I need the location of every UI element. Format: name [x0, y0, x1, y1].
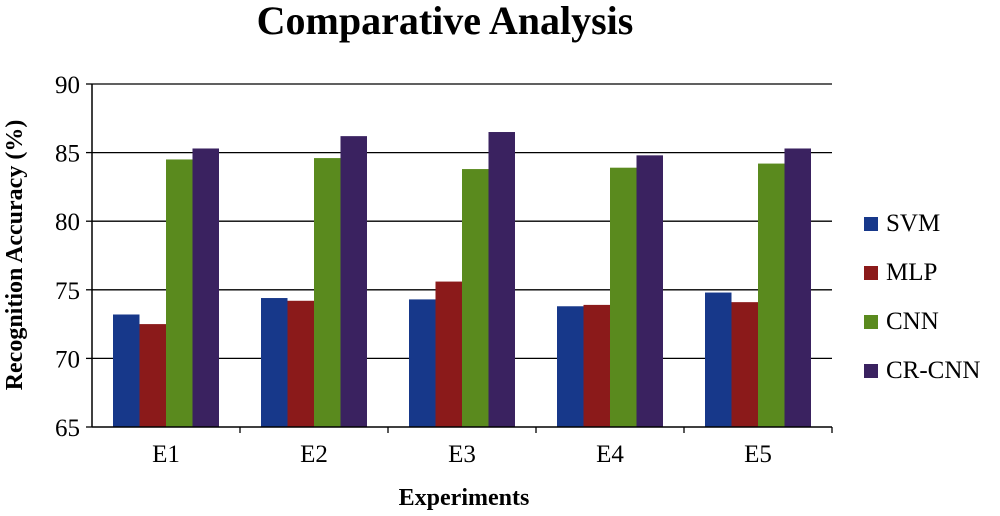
bar-svm-e3	[409, 299, 436, 427]
bar-cnn-e2	[314, 158, 341, 427]
bar-cr-cnn-e4	[636, 155, 663, 427]
legend-swatch-cr-cnn	[864, 364, 878, 378]
bar-cr-cnn-e3	[488, 132, 515, 427]
bar-mlp-e2	[287, 300, 314, 427]
legend-label-cnn: CNN	[886, 308, 939, 335]
bar-svm-e2	[261, 298, 288, 427]
legend-swatch-svm	[864, 217, 878, 231]
bar-svm-e1	[113, 314, 140, 427]
bar-mlp-e4	[583, 304, 610, 427]
bar-cr-cnn-e1	[192, 148, 219, 427]
legend-swatch-mlp	[864, 266, 878, 280]
y-tick-labels: 65 70 75 80 85 90	[55, 72, 80, 442]
legend-label-svm: SVM	[886, 210, 940, 237]
x-axis-title: Experiments	[399, 485, 530, 511]
bar-svm-e5	[705, 292, 732, 427]
y-tick-label: 65	[55, 415, 80, 442]
bar-cr-cnn-e5	[784, 148, 811, 427]
bar-mlp-e5	[731, 302, 758, 427]
y-tick-label: 80	[55, 209, 80, 236]
bar-cnn-e1	[166, 159, 193, 427]
legend-label-cr-cnn: CR-CNN	[886, 357, 980, 384]
y-tick-label: 90	[55, 72, 80, 99]
bar-mlp-e1	[139, 324, 166, 427]
x-tick-labels: E1 E2 E3 E4 E5	[152, 427, 833, 468]
y-tick-label: 85	[55, 141, 80, 168]
bar-cnn-e4	[610, 167, 637, 427]
bar-cr-cnn-e2	[340, 136, 367, 428]
bar-cnn-e5	[758, 163, 785, 428]
legend-swatch-cnn	[864, 315, 878, 329]
chart-title: Comparative Analysis	[257, 0, 634, 43]
y-tick-label: 70	[55, 346, 80, 373]
x-tick-label: E1	[152, 441, 180, 468]
bar-svm-e4	[557, 306, 584, 427]
legend-label-mlp: MLP	[886, 259, 937, 286]
y-tick-label: 75	[55, 278, 80, 305]
bar-mlp-e3	[435, 281, 462, 427]
x-tick-label: E2	[300, 441, 328, 468]
bar-cnn-e3	[462, 169, 489, 427]
x-tick-label: E3	[448, 441, 476, 468]
y-axis-title: Recognition Accuracy (%)	[2, 120, 28, 391]
x-tick-label: E4	[596, 441, 624, 468]
legend: SVM MLP CNN CR-CNN	[864, 210, 980, 384]
x-tick-label: E5	[744, 441, 772, 468]
bars-group	[113, 132, 811, 428]
